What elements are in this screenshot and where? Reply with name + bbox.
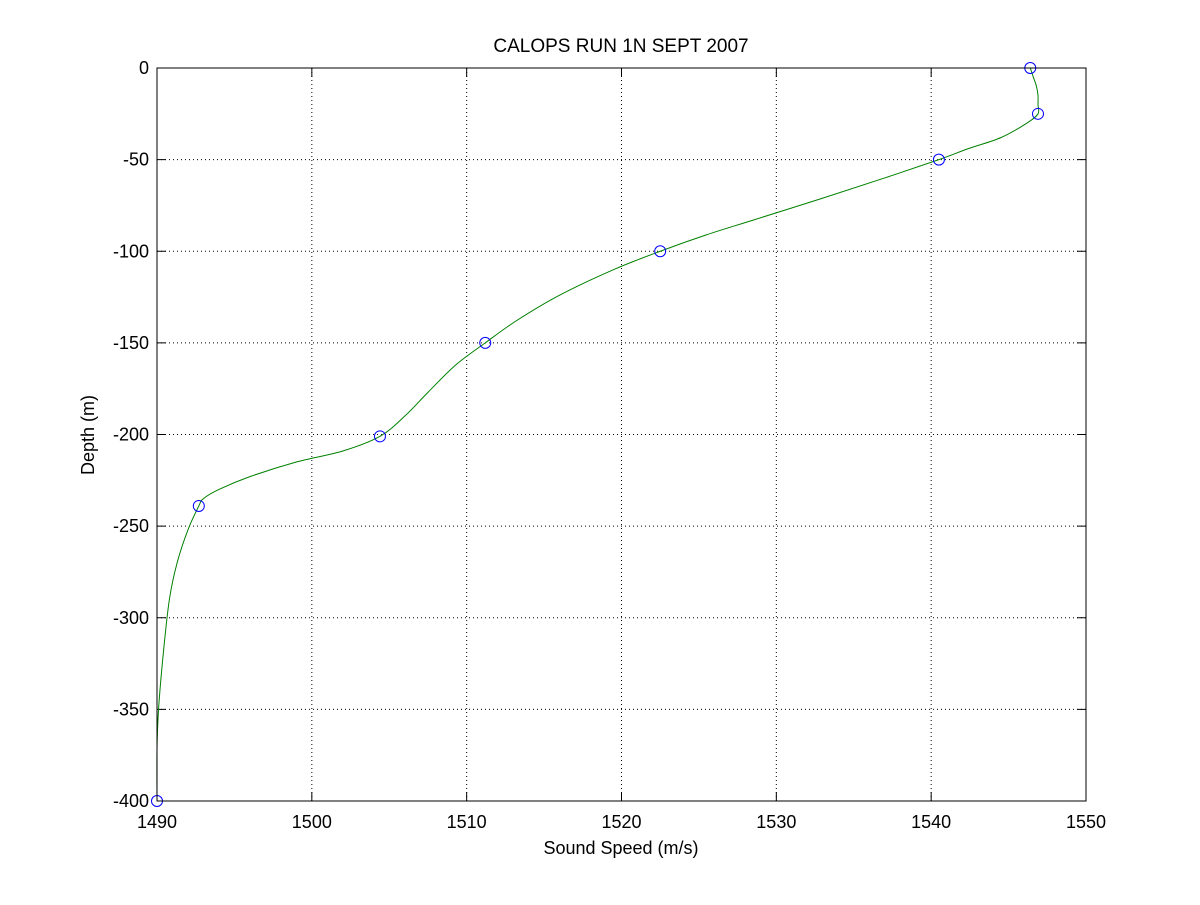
x-tick-label: 1540 [911,812,951,832]
plot-area-frame [156,67,1087,802]
profile-line-path [156,67,1040,802]
grid-lines [157,68,1086,801]
x-tick-label: 1490 [137,812,177,832]
y-tick-label: -400 [113,791,149,811]
x-tick-label: 1520 [601,812,641,832]
data-point-marker [373,430,386,443]
y-tick-label: -350 [113,699,149,719]
y-tick-label: -100 [113,241,149,261]
y-tick-label: -50 [123,150,149,170]
data-point-marker [479,336,492,349]
x-tick-label: 1550 [1066,812,1106,832]
x-axis-title: Sound Speed (m/s) [543,838,698,858]
data-point-marker [192,499,205,512]
data-point-marker [654,245,667,258]
y-tick-labels: 0 -50 -100 -150 -200 -250 -300 -350 -400 [113,58,149,811]
y-tick-label: 0 [139,58,149,78]
data-point-marker [1032,107,1045,120]
x-tick-label: 1530 [756,812,796,832]
y-tick-label: -200 [113,425,149,445]
x-tick-labels: 1490 1500 1510 1520 1530 1540 1550 [137,812,1106,832]
sound-speed-profile-line [156,67,1040,802]
x-tick-label: 1510 [447,812,487,832]
x-tick-label: 1500 [292,812,332,832]
chart-title: CALOPS RUN 1N SEPT 2007 [493,36,748,57]
y-tick-label: -150 [113,333,149,353]
data-point-marker [932,153,945,166]
y-tick-label: -300 [113,608,149,628]
y-tick-label: -250 [113,516,149,536]
y-axis-title: Depth (m) [78,395,98,475]
